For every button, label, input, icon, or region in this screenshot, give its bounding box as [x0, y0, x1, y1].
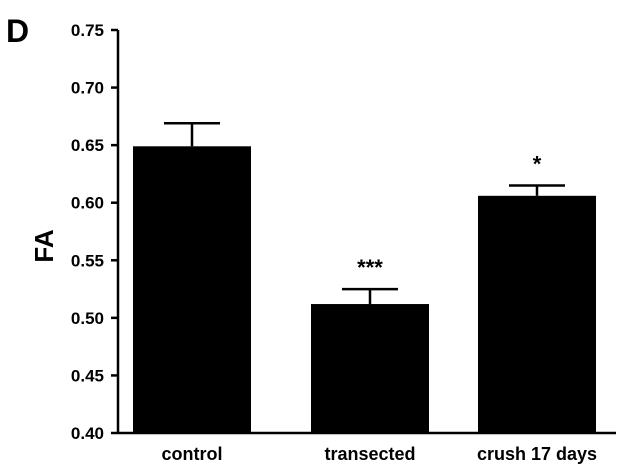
bar-transected [311, 304, 429, 433]
x-category-label: crush 17 days [477, 444, 597, 464]
y-tick-label: 0.45 [71, 366, 104, 385]
significance-marker: * [533, 151, 542, 176]
significance-markers: **** [357, 151, 542, 280]
y-tick-label: 0.50 [71, 309, 104, 328]
y-tick-label: 0.65 [71, 136, 104, 155]
x-category-label: control [162, 444, 223, 464]
x-axis-category-labels: control transected crush 17 days [162, 444, 598, 464]
y-axis-label: FA [29, 229, 59, 262]
x-category-label: transected [324, 444, 415, 464]
bar-control [133, 146, 251, 433]
y-tick-label: 0.75 [71, 21, 104, 40]
significance-marker: *** [357, 255, 383, 280]
y-tick-label: 0.40 [71, 424, 104, 443]
panel-label: D [6, 13, 29, 49]
y-tick-label: 0.55 [71, 251, 104, 270]
bars [133, 146, 596, 433]
error-bars [164, 122, 565, 305]
y-tick-label: 0.60 [71, 194, 104, 213]
y-axis-ticks: 0.40 0.45 0.50 0.55 0.60 0.65 0.70 0.75 [71, 21, 118, 443]
bar-crush-17-days [478, 195, 596, 433]
y-tick-label: 0.70 [71, 79, 104, 98]
